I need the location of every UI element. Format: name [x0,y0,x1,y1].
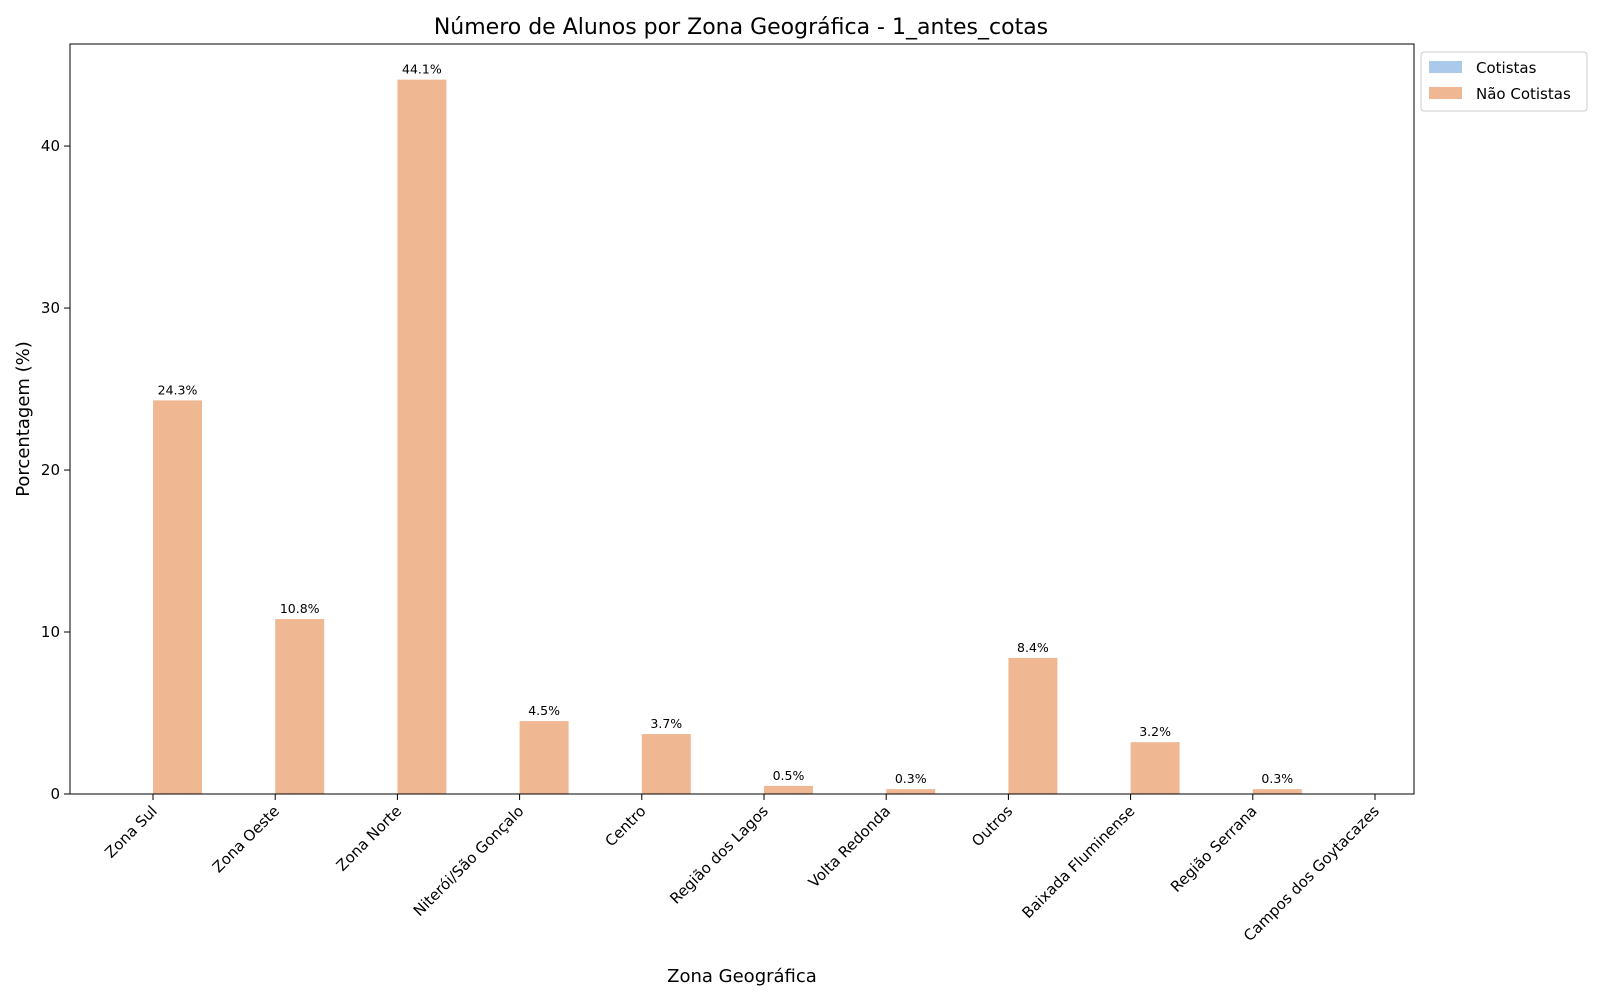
legend-frame [1420,51,1588,112]
x-tick-label-baixada-fluminense: Baixada Fluminense [1019,802,1139,922]
x-tick-label-outros: Outros [968,802,1016,850]
x-tick-label-centro: Centro [601,802,649,850]
bar-nao-cotistas-outros [1008,657,1058,794]
bar-nao-cotistas-regiao-dos-lagos [764,785,813,794]
legend-swatch-cotistas [1429,61,1462,73]
x-tick-label-campos-dos-goytacazes: Campos dos Goytacazes [1240,802,1383,945]
y-tick-label: 10 [41,623,60,641]
bar-nao-cotistas-volta-redonda [886,789,936,794]
bar-nao-cotistas-zona-oeste [275,619,325,794]
y-tick-label: 0 [50,785,60,803]
data-label-zona-oeste: 10.8% [280,601,320,616]
data-label-zona-sul: 24.3% [158,382,198,397]
data-label-outros: 8.4% [1017,640,1049,655]
data-label-volta-redonda: 0.3% [895,771,927,786]
bar-nao-cotistas-regiao-serrana [1252,789,1302,794]
data-label-niteroi-sao-goncalo: 4.5% [528,703,560,718]
x-tick-label-regiao-dos-lagos: Região dos Lagos [666,802,772,908]
x-tick-label-zona-oeste: Zona Oeste [209,802,283,876]
y-tick-label: 30 [41,299,60,317]
legend-label-cotistas: Cotistas [1476,59,1537,77]
data-label-baixada-fluminense: 3.2% [1139,724,1171,739]
bar-nao-cotistas-centro [641,734,691,794]
data-label-regiao-dos-lagos: 0.5% [773,768,805,783]
x-tick-label-regiao-serrana: Região Serrana [1167,802,1261,896]
plot-area: 0 10 20 30 40 24.3% Zona Sul 10.8% Zona Oeste 44.… [41,62,1383,945]
x-tick-label-zona-sul: Zona Sul [101,802,160,861]
bar-nao-cotistas-niteroi-sao-goncalo [519,721,569,794]
bar-nao-cotistas-zona-norte [397,79,447,794]
x-tick-label-zona-norte: Zona Norte [333,802,406,875]
legend-swatch-nao-cotistas [1429,87,1462,99]
chart-title: Número de Alunos por Zona Geográfica - 1… [434,15,1048,40]
x-tick-label-niteroi-sao-goncalo: Niterói/São Gonçalo [410,802,528,920]
plot-frame [69,43,1415,795]
data-label-centro: 3.7% [650,716,682,731]
data-label-regiao-serrana: 0.3% [1261,771,1293,786]
bar-nao-cotistas-zona-sul [153,400,202,794]
data-label-zona-norte: 44.1% [402,62,442,77]
y-tick-label: 20 [41,461,60,479]
legend: Cotistas Não Cotistas [1420,51,1588,112]
x-axis-label: Zona Geográfica [667,966,817,987]
y-axis-label: Porcentagem (%) [13,341,34,497]
y-tick-label: 40 [41,137,60,155]
bar-nao-cotistas-baixada-fluminense [1130,742,1180,794]
x-tick-label-volta-redonda: Volta Redonda [805,802,894,891]
legend-label-nao-cotistas: Não Cotistas [1476,85,1571,103]
